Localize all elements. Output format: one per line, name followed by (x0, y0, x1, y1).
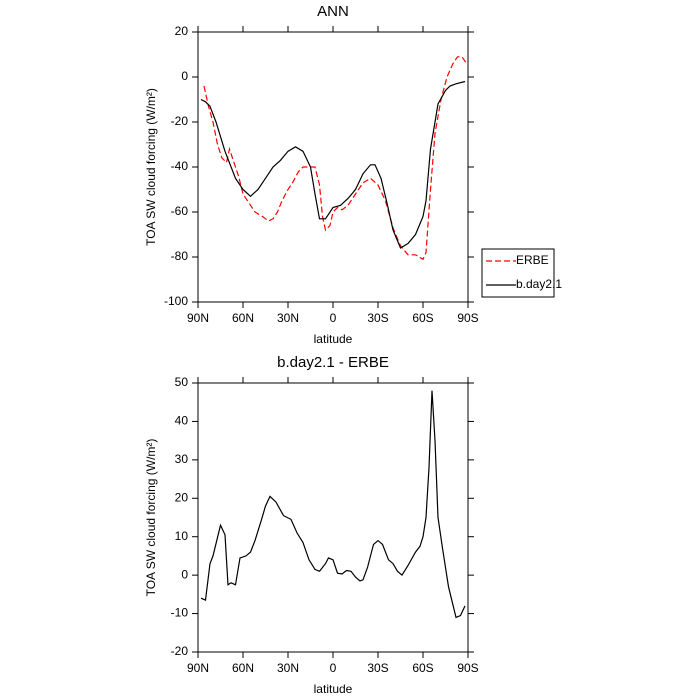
chart-title: b.day2.1 - ERBE (277, 354, 389, 371)
x-tick-label: 90S (457, 311, 478, 325)
x-tick-label: 30N (277, 661, 299, 675)
plot-frame (197, 31, 469, 303)
y-tick-label: 30 (175, 452, 189, 466)
x-tick-label: 0 (330, 661, 337, 675)
x-tick-label: 0 (330, 311, 337, 325)
x-tick-label: 90S (457, 661, 478, 675)
y-tick-label: 50 (175, 375, 189, 389)
y-tick-label: -10 (171, 606, 189, 620)
chart-title: ANN (317, 3, 349, 20)
legend-frame (481, 248, 555, 298)
y-tick-label: -20 (171, 114, 189, 128)
plot-frame (197, 382, 469, 653)
y-tick-label: 10 (175, 529, 189, 543)
y-tick-label: -100 (164, 294, 188, 308)
x-tick-label: 60S (412, 661, 433, 675)
data-line (200, 80, 466, 249)
x-tick-label: 60N (232, 311, 254, 325)
x-tick-label: 90N (187, 661, 209, 675)
x-tick-label: 30S (367, 311, 388, 325)
y-tick-label: 0 (181, 69, 188, 83)
x-tick-label: 60S (412, 311, 433, 325)
y-tick-label: -80 (171, 249, 189, 263)
y-axis-label: TOA SW cloud forcing (W/m²) (144, 439, 158, 597)
x-axis-label: latitude (314, 682, 353, 696)
data-line (200, 390, 466, 619)
y-axis-label: TOA SW cloud forcing (W/m²) (144, 88, 158, 246)
y-tick-label: -20 (171, 644, 189, 658)
x-tick-label: 60N (232, 661, 254, 675)
y-tick-label: -40 (171, 159, 189, 173)
y-tick-label: 20 (175, 24, 189, 38)
legend-label: ERBE (516, 253, 549, 267)
x-tick-label: 30S (367, 661, 388, 675)
data-line (203, 56, 467, 261)
x-axis-label: latitude (314, 332, 353, 346)
x-tick-label: 90N (187, 311, 209, 325)
y-tick-label: -60 (171, 204, 189, 218)
x-tick-label: 30N (277, 311, 299, 325)
legend-label: b.day2.1 (516, 277, 562, 291)
y-tick-label: 40 (175, 414, 189, 428)
y-tick-label: 20 (175, 490, 189, 504)
y-tick-label: 0 (181, 567, 188, 581)
